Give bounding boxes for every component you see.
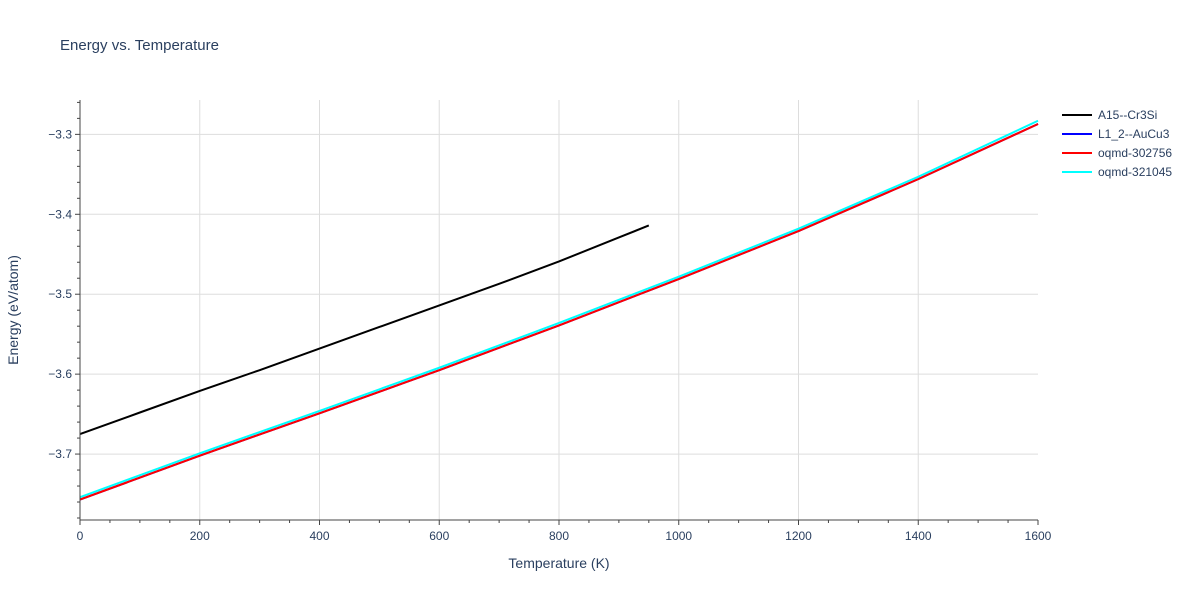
legend-item-1[interactable]: A15--Cr3Si xyxy=(1062,108,1157,122)
x-tick-label: 0 xyxy=(77,529,84,543)
legend-item-3[interactable]: oqmd-302756 xyxy=(1062,146,1172,160)
legend-label: oqmd-321045 xyxy=(1098,165,1172,179)
axes: 0 200 400 600 800 1000 1200 1400 1600 −3.3 −3.4 −3.… xyxy=(48,100,1052,543)
x-tick-label: 1200 xyxy=(785,529,812,543)
legend[interactable]: A15--Cr3Si L1_2--AuCu3 oqmd-302756 oqmd-321… xyxy=(1062,108,1172,179)
x-tick-label: 800 xyxy=(549,529,569,543)
grid xyxy=(80,100,1038,520)
y-axis-title: Energy (eV/atom) xyxy=(5,255,21,365)
legend-label: oqmd-302756 xyxy=(1098,146,1172,160)
series-line-3 xyxy=(79,123,1039,501)
x-tick-label: 1600 xyxy=(1025,529,1052,543)
x-tick-label: 1400 xyxy=(905,529,932,543)
x-tick-label: 1000 xyxy=(665,529,692,543)
y-tick-label: −3.3 xyxy=(48,127,72,141)
plot-area xyxy=(79,119,1039,501)
legend-label: L1_2--AuCu3 xyxy=(1098,127,1170,141)
y-tick-label: −3.6 xyxy=(48,367,72,381)
series-line-1 xyxy=(79,224,650,436)
chart-title: Energy vs. Temperature xyxy=(60,37,219,54)
series-line-4 xyxy=(79,119,1039,499)
y-tick-label: −3.4 xyxy=(48,207,72,221)
y-tick-label: −3.7 xyxy=(48,447,72,461)
y-tick-label: −3.5 xyxy=(48,287,72,301)
legend-item-4[interactable]: oqmd-321045 xyxy=(1062,165,1172,179)
legend-label: A15--Cr3Si xyxy=(1098,108,1157,122)
x-tick-label: 400 xyxy=(309,529,329,543)
x-tick-label: 600 xyxy=(429,529,449,543)
x-axis-title: Temperature (K) xyxy=(508,555,609,571)
x-tick-label: 200 xyxy=(190,529,210,543)
legend-item-2[interactable]: L1_2--AuCu3 xyxy=(1062,127,1170,141)
